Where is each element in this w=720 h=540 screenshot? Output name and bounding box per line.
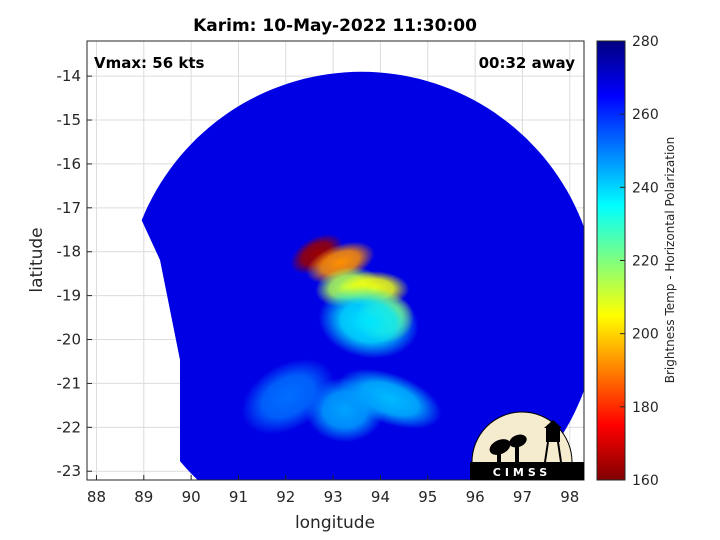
x-tick-label: 92: [276, 488, 295, 506]
x-tick-label: 97: [513, 488, 532, 506]
x-tick-label: 90: [182, 488, 201, 506]
x-tick-label: 96: [466, 488, 485, 506]
vmax-annotation: Vmax: 56 kts: [94, 54, 204, 72]
y-tick-label: -21: [57, 374, 82, 392]
colorbar-tick-label: 200: [632, 327, 659, 343]
axes-frame: [86, 40, 585, 481]
time-away-annotation: 00:32 away: [479, 54, 576, 72]
colorbar-tick-label: 280: [632, 34, 659, 50]
y-tick-label: -20: [57, 331, 82, 349]
colorbar-tick-label: 260: [632, 107, 659, 123]
x-tick-label: 95: [418, 488, 437, 506]
y-tick-label: -18: [57, 243, 82, 261]
colorbar-tick-label: 160: [632, 473, 659, 489]
y-tick-label: -22: [57, 418, 82, 436]
colorbar-tick-label: 240: [632, 180, 659, 196]
y-tick-label: -17: [57, 199, 82, 217]
x-tick-label: 89: [134, 488, 153, 506]
y-tick-label: -15: [57, 111, 82, 129]
colorbar-label: Brightness Temp - Horizontal Polarizatio…: [663, 137, 677, 384]
y-axis-label: latitude: [27, 227, 47, 292]
y-axis: -14 -15 -16 -17 -18 -19 -20 -21 -22 -23: [57, 67, 92, 480]
brightness-feature: [241, 358, 335, 435]
x-axis: 88 89 90 91 92 93 94 95 96 97 98: [87, 475, 579, 506]
x-tick-label: 94: [371, 488, 390, 506]
colorbar-tick-label: 180: [632, 400, 659, 416]
brightness-feature: [318, 285, 419, 359]
swath-image: [124, 71, 584, 480]
chart-title: Karim: 10-May-2022 11:30:00: [193, 16, 477, 36]
cimss-logo: CIMSS: [470, 411, 584, 480]
x-tick-label: 98: [560, 488, 579, 506]
x-tick-label: 88: [87, 488, 106, 506]
colorbar-tick-label: 220: [632, 254, 659, 270]
colorbar-ticks: 280 260 240 220 200 180 160: [620, 34, 659, 489]
y-tick-label: -16: [57, 155, 82, 173]
x-tick-label: 93: [324, 488, 343, 506]
x-tick-label: 91: [229, 488, 248, 506]
y-tick-label: -14: [57, 67, 82, 85]
x-axis-label: longitude: [295, 513, 375, 533]
cimss-logo-text: CIMSS: [493, 466, 551, 479]
y-tick-label: -23: [57, 462, 82, 480]
y-tick-label: -19: [57, 287, 82, 305]
